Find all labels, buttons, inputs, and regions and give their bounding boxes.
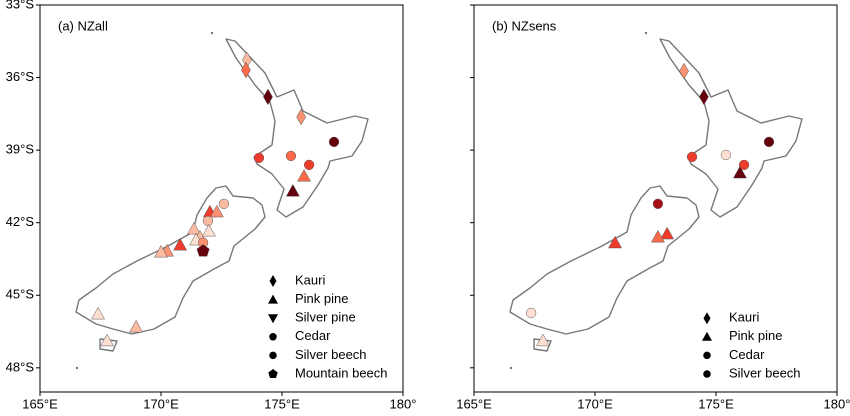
marker: [285, 183, 300, 197]
marker: [703, 351, 711, 360]
marker: [202, 215, 214, 227]
x-tick-label: 165°E: [456, 396, 492, 411]
legend-label: Silver pine: [295, 310, 356, 325]
x-tick-label: 180°: [390, 396, 417, 411]
marker: [269, 351, 277, 360]
marker: [154, 244, 168, 258]
marker: [703, 370, 711, 378]
marker: [720, 149, 732, 161]
x-tick-label: 170°E: [143, 396, 179, 411]
marker: [525, 307, 537, 319]
map-panel: (b) NZsens 165°E 170°E 175°E 180° Kauri Pink p…: [456, 4, 850, 411]
marker: [699, 88, 709, 106]
marker: [763, 136, 775, 148]
marker: [201, 223, 216, 237]
marker: [297, 168, 311, 182]
marker: [268, 314, 278, 324]
x-tick-label: 180°: [824, 396, 850, 411]
marker: [129, 319, 143, 333]
y-tick-label: 33°S: [6, 0, 35, 11]
marker: [652, 198, 664, 209]
marker: [733, 165, 747, 179]
marker: [100, 333, 114, 347]
legend-label: Pink pine: [729, 328, 782, 343]
marker: [650, 229, 665, 243]
marker: [269, 275, 277, 287]
x-tick-label: 175°E: [264, 396, 300, 411]
legend-label: Silver beech: [295, 347, 367, 362]
legend-label: Silver beech: [729, 365, 801, 380]
marker: [209, 204, 224, 218]
y-tick-label: 39°S: [6, 142, 35, 157]
map-panel: (a) NZall 165°E 170°E 175°E 180° 33°S 36°S 39°S…: [6, 0, 417, 411]
x-tick-label: 165°E: [22, 396, 58, 411]
marker: [268, 369, 278, 379]
marker: [263, 88, 273, 106]
marker: [296, 108, 306, 126]
marker: [328, 136, 340, 148]
panel-title: (b) NZsens: [492, 18, 557, 33]
axes-frame: [39, 4, 404, 393]
legend-label: Cedar: [295, 328, 331, 343]
marker: [536, 333, 550, 347]
y-tick-label: 48°S: [6, 359, 35, 374]
panel-title: (a) NZall: [58, 18, 108, 33]
marker: [91, 306, 106, 320]
marker: [241, 61, 251, 79]
legend-label: Mountain beech: [295, 365, 388, 380]
marker: [269, 333, 277, 341]
marker: [702, 331, 712, 341]
marker: [173, 237, 188, 251]
marker: [703, 312, 711, 325]
legend-label: Cedar: [729, 347, 765, 362]
marker: [196, 244, 210, 257]
y-tick-label: 45°S: [6, 287, 35, 302]
axes-frame: [473, 4, 838, 393]
marker: [253, 152, 265, 163]
legend-label: Kauri: [729, 310, 759, 325]
y-tick-label: 42°S: [6, 214, 35, 229]
marker: [186, 221, 201, 235]
marker: [686, 151, 698, 163]
legend-label: Kauri: [295, 272, 325, 287]
marker: [285, 150, 297, 162]
marker: [679, 62, 689, 80]
y-tick-label: 36°S: [6, 69, 35, 84]
marker: [268, 294, 278, 304]
marker: [660, 226, 675, 240]
marker: [218, 198, 230, 209]
marker: [303, 159, 315, 171]
marker: [738, 159, 750, 171]
x-tick-label: 170°E: [577, 396, 613, 411]
marker: [608, 235, 623, 249]
x-tick-label: 175°E: [698, 396, 734, 411]
legend-label: Pink pine: [295, 291, 348, 306]
